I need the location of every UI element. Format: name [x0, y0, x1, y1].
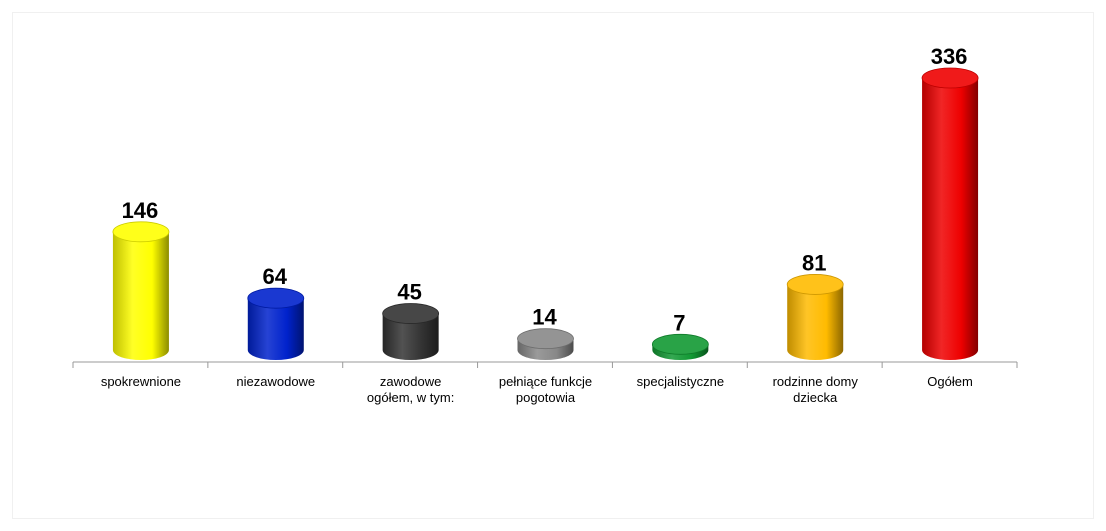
category-label: pełniące funkcje pogotowia [499, 374, 592, 405]
value-label: 45 [397, 280, 421, 305]
bar-top [382, 303, 440, 324]
value-label: 81 [802, 250, 826, 275]
category-label: niezawodowe [236, 374, 315, 389]
bar-top [517, 328, 574, 350]
bar-body [922, 78, 979, 360]
bar [786, 274, 844, 360]
bar-top [247, 287, 305, 309]
bar [382, 303, 440, 360]
value-label: 336 [931, 44, 968, 69]
x-axis-ticks [72, 362, 1018, 368]
bar-body [382, 313, 439, 360]
bar-top [786, 274, 844, 295]
bar-body [247, 298, 304, 360]
bar-top [112, 221, 170, 243]
bar-top [921, 67, 979, 89]
value-label: 146 [122, 198, 159, 223]
category-label: specjalistyczne [637, 374, 724, 389]
category-label: rodzinne domy dziecka [773, 374, 859, 405]
bar-body [787, 284, 844, 360]
bar-body [112, 231, 169, 360]
bar [651, 333, 709, 360]
value-label: 7 [673, 310, 685, 335]
bar [247, 287, 305, 360]
bar-top [651, 333, 709, 355]
category-label: zawodowe ogółem, w tym: [367, 374, 454, 405]
value-label: 64 [263, 264, 288, 289]
bar [112, 221, 170, 360]
bars-layer [112, 67, 979, 360]
bar [517, 328, 574, 360]
category-label: spokrewnione [101, 374, 181, 389]
value-label: 14 [532, 305, 557, 330]
labels-layer: 146 spokrewnione 64 niezawodowe 45 zawodowe og… [101, 44, 973, 405]
bar [921, 67, 979, 360]
category-label: Ogółem [927, 374, 973, 389]
chart-frame [12, 12, 1094, 519]
